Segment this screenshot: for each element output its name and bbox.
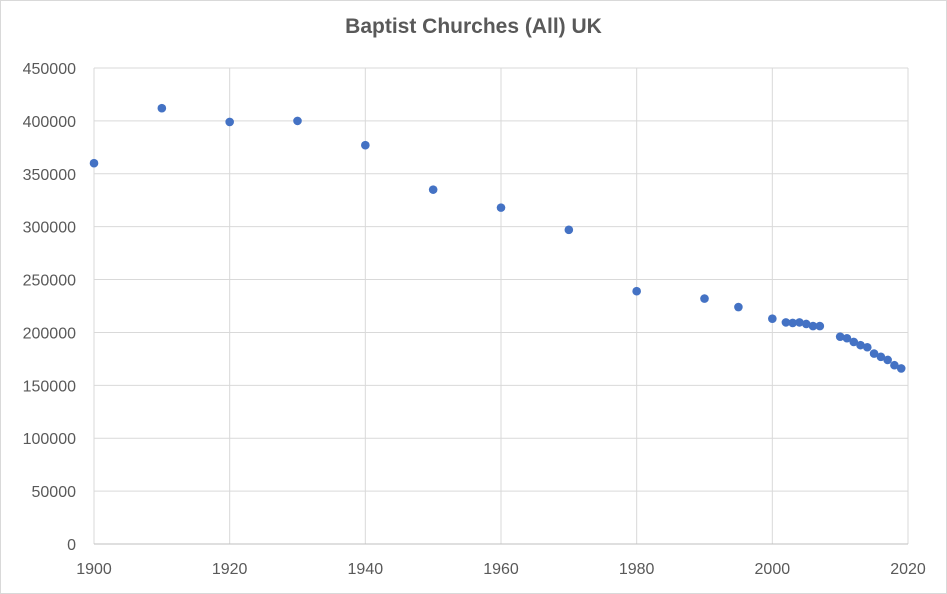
data-point [564, 225, 574, 235]
x-tick-label: 1980 [619, 561, 655, 578]
data-point [863, 342, 872, 352]
data-point [89, 158, 99, 168]
data-point [856, 340, 865, 350]
data-point [428, 185, 438, 194]
data-point [808, 321, 818, 331]
data-point [496, 203, 506, 212]
grid-layer [93, 67, 909, 544]
data-point [896, 364, 906, 373]
x-tick-label: 2000 [755, 561, 791, 578]
data-point [795, 318, 804, 327]
x-tick-label: 1960 [483, 561, 519, 578]
data-point [781, 318, 791, 327]
data-point [788, 318, 797, 328]
x-tick-label: 1940 [348, 561, 384, 578]
data-point [293, 116, 302, 126]
chart-title: Baptist Churches (All) UK [345, 15, 602, 38]
y-tick-label: 100000 [23, 431, 76, 448]
data-point [157, 103, 167, 113]
data-point [883, 355, 892, 365]
data-point [869, 349, 879, 358]
data-point [225, 117, 234, 127]
data-point [835, 332, 845, 341]
data-point [842, 333, 852, 343]
y-tick-label: 0 [67, 537, 76, 554]
data-point [876, 352, 886, 362]
data-point [734, 302, 743, 312]
data-point [361, 140, 370, 150]
y-tick-label: 450000 [23, 61, 76, 78]
data-point [632, 286, 641, 296]
data-point-layer [89, 103, 906, 373]
data-point [768, 314, 777, 323]
y-tick-label: 300000 [23, 220, 76, 237]
data-point [700, 294, 709, 303]
x-tick-label: 2020 [890, 561, 926, 578]
tick-label-layer: 0 50000 100000 150000 200000 250000 300000 3500… [23, 61, 926, 578]
y-tick-label: 350000 [23, 167, 76, 184]
y-tick-label: 200000 [23, 325, 76, 342]
data-point [890, 360, 899, 370]
y-tick-label: 50000 [32, 484, 77, 501]
y-tick-label: 150000 [23, 378, 76, 395]
x-tick-label: 1920 [212, 561, 248, 578]
data-point [801, 319, 811, 329]
data-point [815, 321, 825, 331]
y-tick-label: 250000 [23, 273, 76, 290]
data-point [849, 337, 859, 347]
x-tick-label: 1900 [76, 561, 112, 578]
y-tick-label: 400000 [23, 114, 76, 131]
